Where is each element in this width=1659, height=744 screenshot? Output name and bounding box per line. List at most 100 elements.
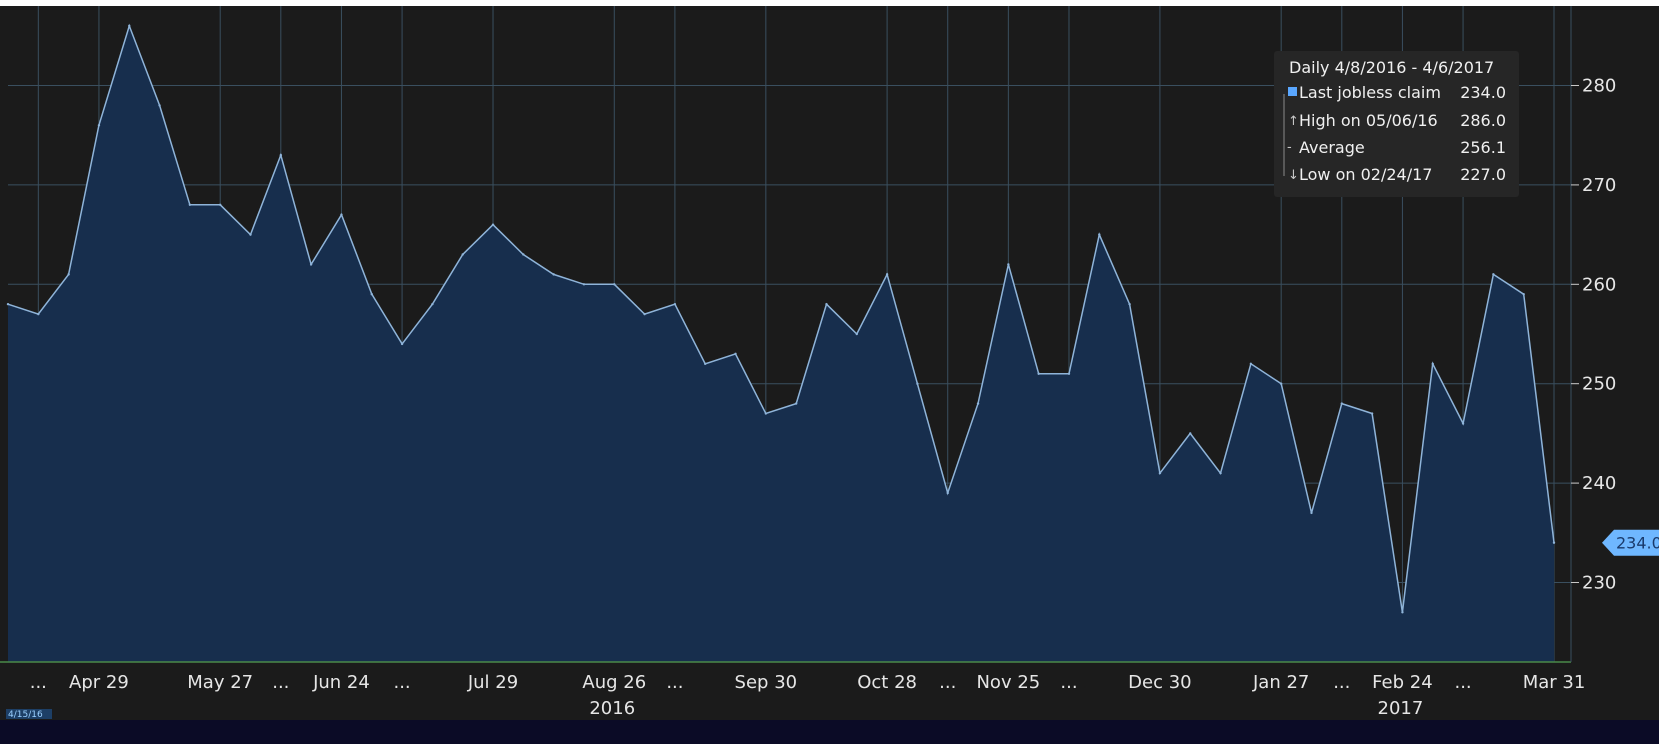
x-tick-label: ... — [939, 672, 956, 693]
data-point — [6, 302, 10, 306]
data-point — [1401, 611, 1404, 614]
data-point — [522, 253, 525, 256]
data-point — [1279, 382, 1283, 385]
legend-average-value: 256.1 — [1460, 138, 1506, 157]
legend-title: Daily 4/8/2016 - 4/6/2017 — [1289, 58, 1494, 77]
x-tick-label: Jan 27 — [1252, 672, 1309, 693]
data-point — [946, 491, 949, 495]
data-point — [582, 283, 586, 286]
x-tick-label: May 27 — [187, 672, 253, 693]
last-value-label: 234.0 — [1602, 529, 1659, 556]
y-tick-label: 250 — [1582, 374, 1616, 395]
data-point — [1431, 362, 1434, 366]
x-tick-label: Dec 30 — [1128, 672, 1191, 693]
data-point — [1492, 273, 1495, 276]
legend-high-label: High on 05/06/16 — [1299, 111, 1438, 130]
last-value-label-text: 234.0 — [1616, 534, 1659, 553]
legend-last-value: 234.0 — [1460, 83, 1506, 102]
data-point — [67, 273, 70, 276]
data-point — [218, 203, 222, 206]
legend-average-label: Average — [1299, 138, 1365, 157]
x-tick-label: Nov 25 — [976, 672, 1040, 693]
data-point — [976, 402, 980, 405]
legend-average-dash-icon: - — [1287, 140, 1292, 155]
data-point — [1340, 402, 1344, 405]
last-value-label-background — [1602, 529, 1659, 556]
x-tick-label: Mar 31 — [1523, 672, 1586, 693]
y-tick-label: 260 — [1582, 274, 1616, 295]
x-tick-label: ... — [666, 672, 683, 693]
x-tick-label: Oct 28 — [857, 672, 917, 693]
data-point — [643, 312, 646, 316]
legend-square-icon — [1288, 87, 1297, 96]
x-tick-label: Jul 29 — [467, 672, 518, 693]
legend-high-value: 286.0 — [1460, 111, 1506, 130]
x-axis-ticks: ... Apr 29 May 27... Jun 24... Jul 29 Aug 26.… — [30, 672, 1586, 693]
data-point — [1461, 422, 1465, 425]
x-tick-label: Sep 30 — [735, 672, 798, 693]
y-tick-label: 280 — [1582, 76, 1616, 97]
legend-high-arrow-icon: ↑ — [1288, 114, 1299, 129]
legend-last-label: Last jobless claim — [1299, 83, 1441, 102]
x-year-label: 2016 — [589, 698, 635, 719]
x-tick-label: ... — [1333, 672, 1350, 693]
data-point — [340, 213, 343, 216]
data-point — [431, 302, 434, 306]
y-axis-area — [1571, 6, 1659, 662]
data-point — [825, 302, 828, 306]
legend: Daily 4/8/2016 - 4/6/2017 ↑ - ↓ Last job… — [1274, 51, 1519, 197]
data-point — [1310, 511, 1313, 515]
x-tick-label: ... — [1454, 672, 1471, 693]
data-point — [552, 273, 555, 276]
data-point — [279, 153, 283, 157]
data-point — [794, 402, 798, 405]
legend-low-arrow-icon: ↓ — [1288, 168, 1299, 183]
data-point — [1098, 233, 1101, 236]
bottom-bar — [0, 720, 1659, 744]
data-point — [400, 342, 404, 346]
y-tick-label: 240 — [1582, 473, 1616, 494]
data-point — [97, 124, 101, 127]
data-point — [309, 263, 313, 266]
legend-low-value: 227.0 — [1460, 165, 1506, 184]
data-point — [704, 362, 707, 366]
x-tick-label: Aug 26 — [582, 672, 646, 693]
x-tick-label: ... — [393, 672, 410, 693]
legend-background — [1274, 51, 1519, 197]
data-point — [1522, 293, 1525, 296]
data-point — [188, 203, 192, 206]
legend-low-label: Low on 02/24/17 — [1299, 165, 1432, 184]
data-point — [158, 104, 161, 107]
start-date-badge — [6, 709, 52, 719]
y-tick-label: 230 — [1582, 572, 1616, 593]
data-point — [1067, 372, 1071, 375]
x-tick-label: ... — [272, 672, 289, 693]
y-tick-label: 270 — [1582, 175, 1616, 196]
x-year-label: 2017 — [1378, 698, 1424, 719]
data-point — [1370, 412, 1374, 415]
data-point — [1219, 471, 1222, 475]
data-point — [885, 273, 889, 276]
data-point — [491, 223, 495, 226]
x-tick-label: Apr 29 — [69, 672, 129, 693]
data-point — [249, 233, 252, 236]
data-point — [1249, 362, 1253, 366]
x-axis-area — [0, 662, 1659, 720]
data-point — [1552, 541, 1556, 544]
data-point — [734, 352, 737, 356]
series-line — [7, 23, 1555, 613]
data-point — [1158, 471, 1162, 475]
y-axis-ticks: 230 240 250 260 270 280 — [1570, 6, 1616, 662]
data-point — [855, 332, 858, 336]
area-fill — [8, 25, 1554, 662]
data-points — [6, 24, 1556, 614]
data-point — [673, 302, 677, 306]
data-point — [37, 312, 40, 316]
data-point — [1189, 432, 1192, 435]
data-point — [764, 412, 768, 415]
data-point — [613, 283, 616, 286]
x-tick-label: ... — [30, 672, 47, 693]
x-tick-label: Feb 24 — [1372, 672, 1433, 693]
year-labels: 2016 2017 — [589, 698, 1423, 719]
